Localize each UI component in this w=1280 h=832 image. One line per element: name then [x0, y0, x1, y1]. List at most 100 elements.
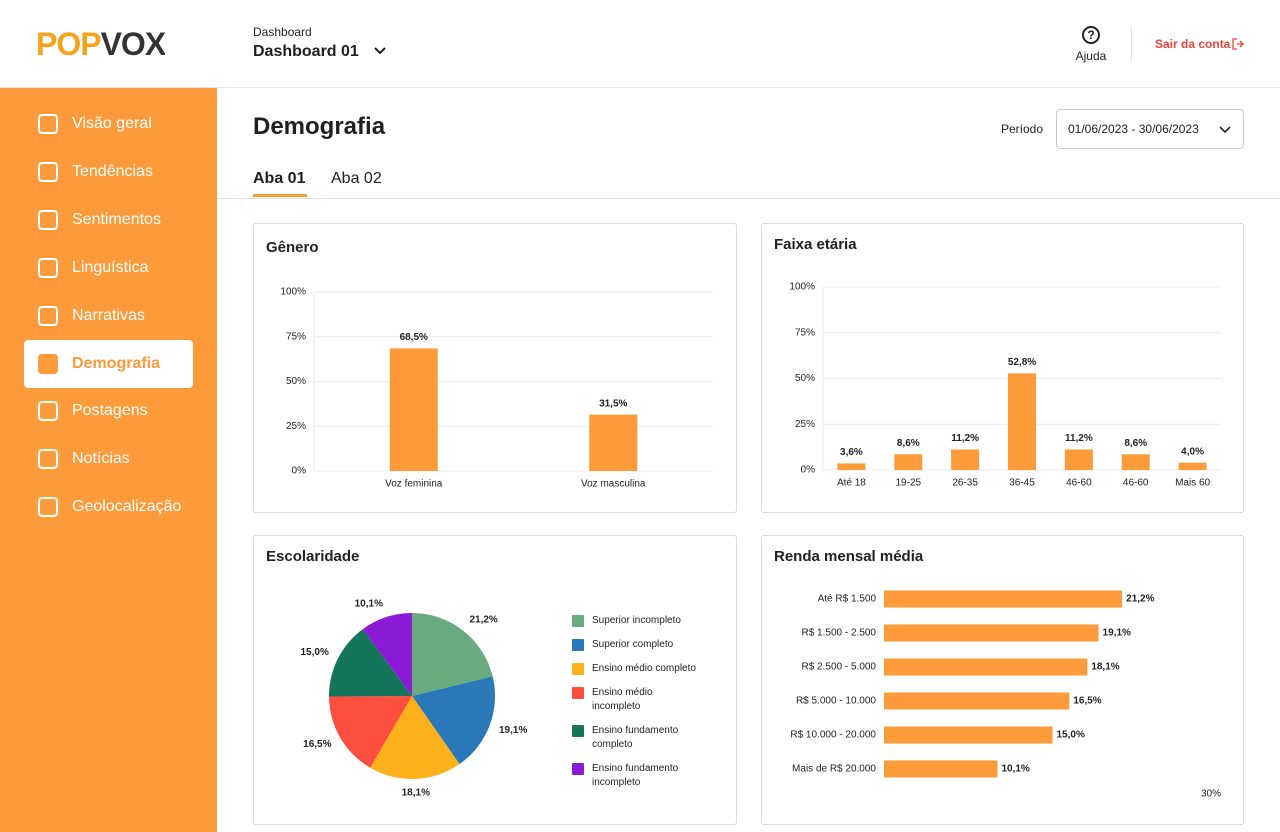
- chart-title: Gênero: [266, 239, 319, 256]
- value-label: 52,8%: [1008, 357, 1036, 368]
- value-label: 11,2%: [951, 433, 979, 444]
- nav-icon: [38, 401, 58, 421]
- x-tick-label: 19-25: [895, 478, 921, 489]
- chevron[interactable]: [373, 46, 387, 56]
- svg-text:?: ?: [1087, 28, 1094, 42]
- value-label: 16,5%: [1073, 696, 1101, 707]
- period: 01/06/2023 - 30/06/2023: [1068, 122, 1199, 136]
- nav-item[interactable]: Sentimentos: [24, 196, 193, 244]
- bar: [1064, 449, 1093, 470]
- y-tick-label: 25%: [286, 421, 306, 432]
- nav-item[interactable]: Narrativas: [24, 292, 193, 340]
- page-title: Demografia: [253, 113, 386, 140]
- value-label: 16,5%: [303, 739, 331, 750]
- logo[interactable]: POPVOX: [36, 26, 166, 62]
- x-tick-label: 30%: [1201, 789, 1221, 800]
- x-tick-label: Mais 60: [1175, 478, 1210, 489]
- pie-slice: [329, 629, 412, 697]
- x-tick-label: 36-45: [1009, 478, 1035, 489]
- nav-item[interactable]: Postagens: [24, 387, 193, 435]
- tabs-line: [217, 198, 1280, 199]
- legend-label: Ensino médio incompleto: [592, 687, 653, 712]
- legend-label: Ensino médio completo: [592, 663, 696, 674]
- dashboard-select[interactable]: Dashboard 01: [253, 43, 359, 60]
- nav-icon: [38, 258, 58, 278]
- value-label: 10,1%: [1001, 764, 1029, 775]
- logout-icon[interactable]: [1232, 38, 1244, 50]
- bar: [951, 449, 980, 470]
- nav-label: Narrativas: [72, 307, 145, 324]
- y-tick-label: 0%: [292, 466, 307, 477]
- period-select[interactable]: 01/06/2023 - 30/06/2023: [1056, 109, 1244, 149]
- help[interactable]: Ajuda: [1075, 49, 1107, 63]
- tab[interactable]: Aba 01: [253, 170, 306, 187]
- nav-item[interactable]: Notícias: [24, 435, 193, 483]
- x-tick-label: 26-35: [952, 478, 978, 489]
- chevron: [1219, 126, 1231, 134]
- nav-icon: [38, 449, 58, 469]
- bar: [884, 658, 1088, 676]
- nav-item[interactable]: Visão geral: [24, 100, 193, 148]
- nav-icon: [38, 162, 58, 182]
- y-tick-label: 75%: [286, 331, 306, 342]
- bar: [884, 590, 1123, 608]
- chart-title: Renda mensal média: [774, 548, 924, 565]
- y-tick-label: Até R$ 1.500: [818, 594, 877, 605]
- chart: Faixa etária 0% 25% 50% 75% 100% 3,6% Até 18 8,6…: [774, 236, 1221, 489]
- logout[interactable]: Sair da conta: [1155, 37, 1231, 51]
- bar: [884, 692, 1070, 710]
- value-label: 10,1%: [355, 598, 383, 609]
- tab-indicator: [253, 194, 307, 197]
- nav-icon: [38, 497, 58, 517]
- nav-label: Postagens: [72, 402, 148, 419]
- y-tick-label: 0%: [801, 465, 816, 476]
- pie-slice: [370, 696, 460, 779]
- value-label: 3,6%: [840, 447, 863, 458]
- legend-swatch: [572, 615, 584, 627]
- legend-swatch: [572, 763, 584, 775]
- x-tick-label: 46-60: [1066, 478, 1092, 489]
- pie-slice: [412, 676, 495, 765]
- divider: [1131, 26, 1132, 62]
- nav-icon: [38, 210, 58, 230]
- legend-item: Ensino fundamento completo: [572, 724, 702, 752]
- nav-item[interactable]: Demografia: [24, 340, 193, 388]
- nav-icon: [38, 306, 58, 326]
- y-tick-label: R$ 2.500 - 5.000: [802, 662, 877, 673]
- legend-swatch: [572, 725, 584, 737]
- tab[interactable]: Aba 02: [331, 170, 382, 187]
- legend-item: Ensino médio incompleto: [572, 686, 702, 714]
- nav-item[interactable]: Geolocalização: [24, 483, 193, 531]
- value-label: 19,1%: [1103, 628, 1131, 639]
- card: Faixa etária 0% 25% 50% 75% 100% 3,6% Até 18 8,6…: [761, 223, 1244, 513]
- nav-item[interactable]: Tendências: [24, 148, 193, 196]
- y-tick-label: Mais de R$ 20.000: [792, 764, 876, 775]
- value-label: 21,2%: [469, 614, 497, 625]
- chart-title: Faixa etária: [774, 236, 857, 253]
- nav-label: Geolocalização: [72, 498, 182, 515]
- x-tick-label: Até 18: [837, 478, 866, 489]
- value-label: 18,1%: [402, 788, 430, 799]
- nav-label: Sentimentos: [72, 211, 161, 228]
- nav-item[interactable]: Linguística: [24, 244, 193, 292]
- value-label: 31,5%: [599, 398, 627, 409]
- y-tick-label: 25%: [795, 419, 815, 430]
- y-tick-label: 75%: [795, 327, 815, 338]
- legend-swatch: [572, 639, 584, 651]
- bar: [884, 624, 1099, 642]
- legend-label: Superior completo: [592, 639, 674, 650]
- y-tick-label: 50%: [286, 376, 306, 387]
- chart: Renda mensal média 30% Até R$ 1.500 21,2% R$…: [774, 548, 1221, 800]
- legend-item: Superior completo: [572, 638, 702, 652]
- nav-label: Notícias: [72, 450, 130, 467]
- header: POPVOX Dashboard Dashboard 01 ? Ajuda Sa…: [0, 0, 1280, 88]
- chart: Escolaridade 21,2% 19,1% 18,1% 16,5% 15,0% 10,…: [266, 548, 527, 799]
- chart-title: Escolaridade: [266, 548, 359, 565]
- card: Gênero 0% 25% 50% 75% 100% 68,5% Voz feminina 31…: [253, 223, 737, 513]
- y-tick-label: 100%: [280, 287, 306, 298]
- x-tick-label: 46-60: [1123, 478, 1149, 489]
- nav-label: Linguística: [72, 259, 149, 276]
- help-icon[interactable]: ?: [1081, 25, 1101, 45]
- bar: [894, 454, 923, 470]
